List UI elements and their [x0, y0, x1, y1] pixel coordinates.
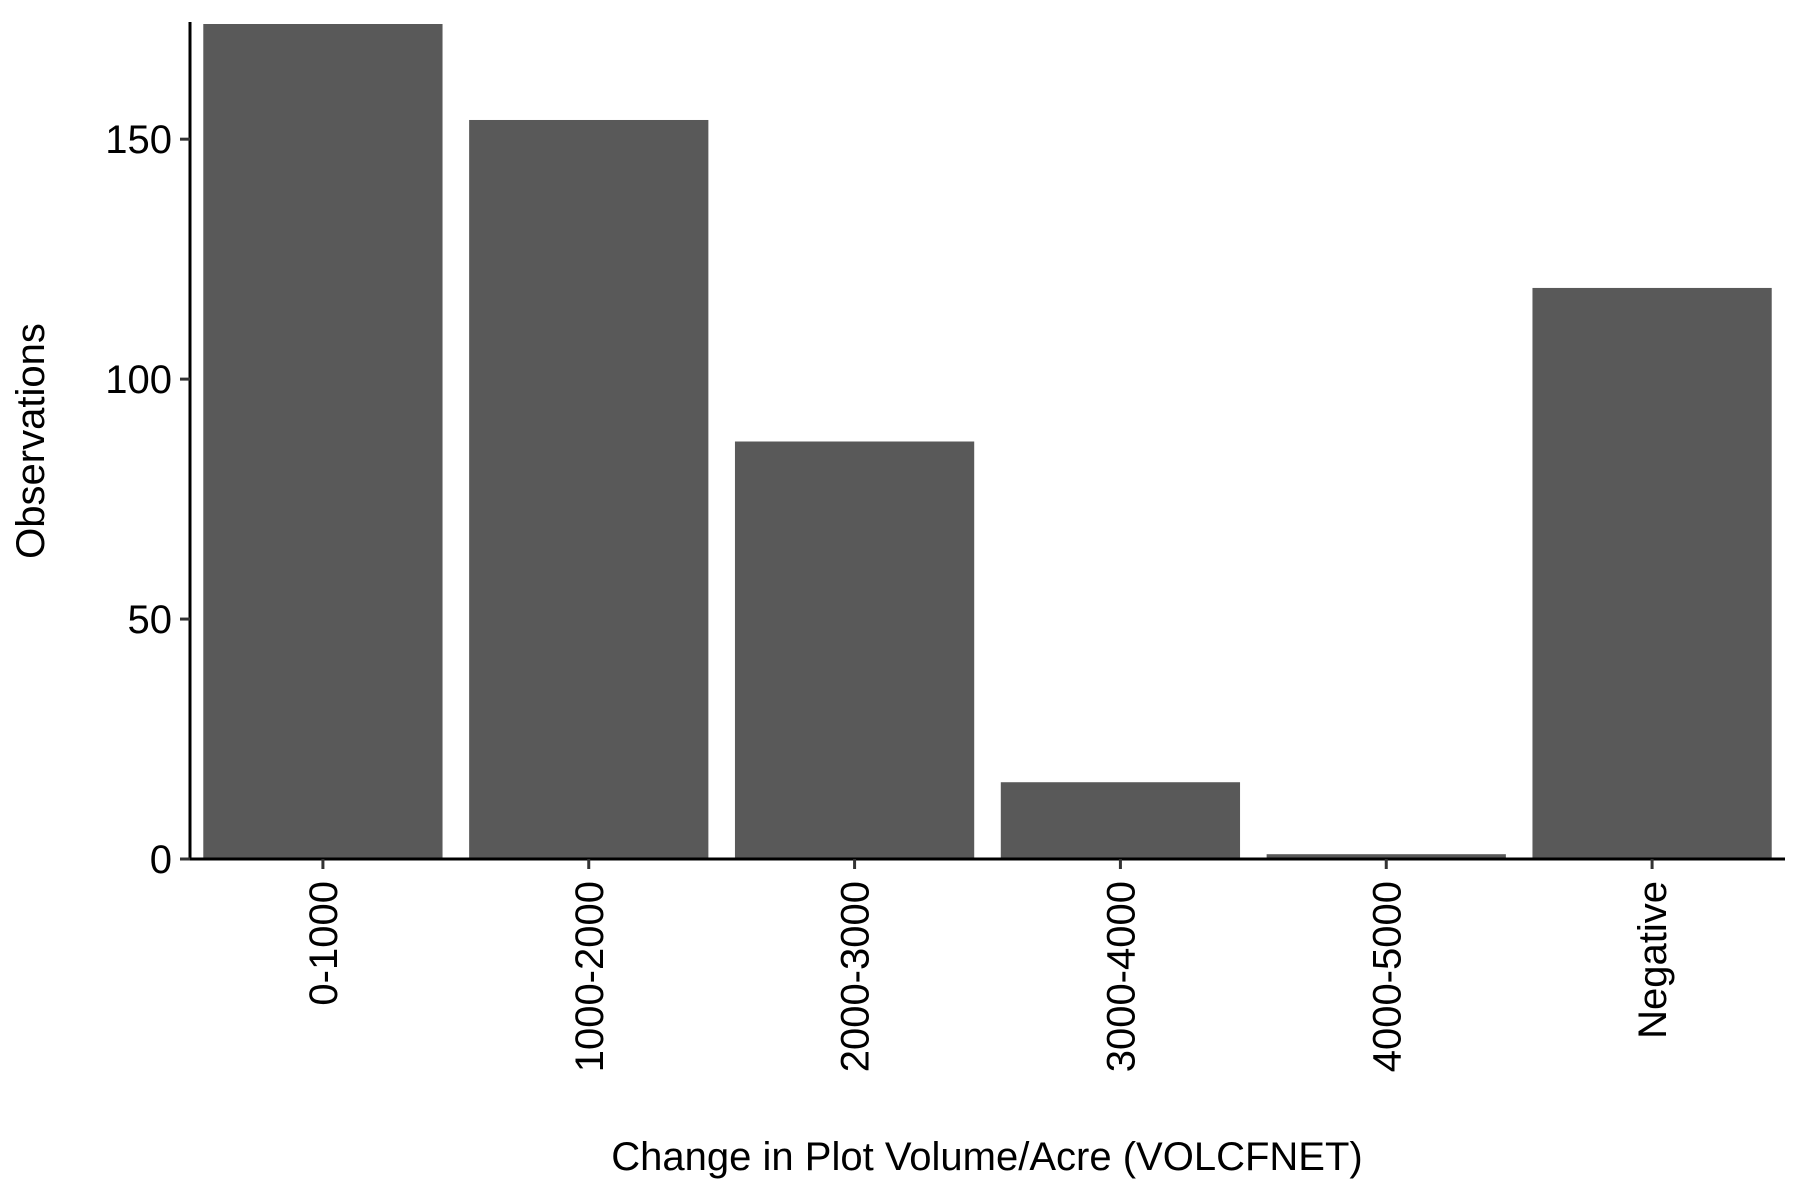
bar-4000-5000 [1266, 854, 1506, 859]
y-axis-title: Observations [9, 323, 53, 559]
bar-negative [1532, 287, 1772, 859]
x-axis-title: Change in Plot Volume/Acre (VOLCFNET) [611, 1135, 1362, 1179]
bar-3000-4000 [1000, 782, 1241, 859]
x-tick-label-negative: Negative [1631, 881, 1675, 1039]
ticks-group: 0 50 100 150 0-1000 1000-2000 2000-3000 3000-40… [105, 118, 1675, 1072]
bars-group [203, 24, 1772, 860]
y-tick-label-50: 50 [128, 598, 173, 642]
bar-2000-3000 [734, 441, 975, 859]
x-tick-label-4000-5000: 4000-5000 [1365, 881, 1409, 1072]
x-tick-label-1000-2000: 1000-2000 [568, 881, 612, 1072]
x-tick-label-3000-4000: 3000-4000 [1099, 881, 1143, 1072]
y-tick-label-0: 0 [150, 838, 172, 882]
bar-1000-2000 [469, 119, 709, 860]
y-tick-label-150: 150 [105, 118, 172, 162]
bar-0-1000 [203, 24, 443, 859]
x-tick-label-0-1000: 0-1000 [302, 881, 346, 1006]
y-tick-label-100: 100 [105, 358, 172, 402]
axes-group [188, 22, 1785, 861]
x-tick-label-2000-3000: 2000-3000 [834, 881, 878, 1072]
